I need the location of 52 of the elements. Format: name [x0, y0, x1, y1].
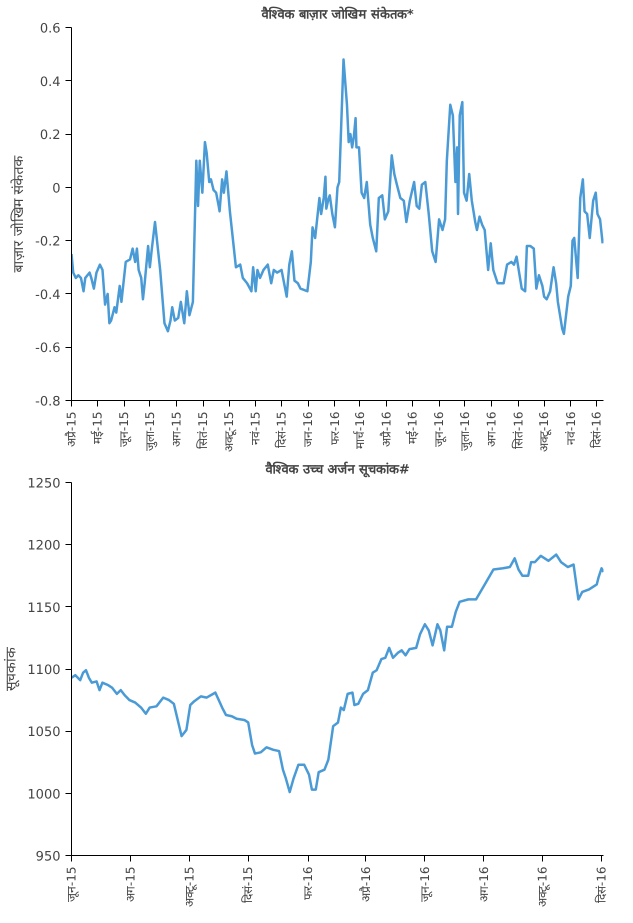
y-axis-title: सूचकांक [3, 647, 20, 691]
y-tick-label: 1000 [27, 787, 61, 802]
x-tick-label: दिसं-15 [241, 866, 256, 904]
x-tick-label: फर-16 [328, 411, 342, 446]
y-tick-label: -0.2 [35, 234, 61, 250]
x-tick-label: अग-16 [484, 411, 499, 448]
x-tick-label: दिसं-16 [590, 411, 604, 448]
chart-title: वैश्विक उच्च अर्जन सूचकांक# [264, 462, 410, 478]
x-tick-label: फर-16 [301, 866, 316, 900]
y-tick-label: 0 [52, 181, 61, 196]
x-tick-label: सितं-15 [196, 411, 210, 450]
x-tick-label: जून-15 [64, 866, 80, 902]
x-tick-label: अक्टू-16 [536, 866, 551, 908]
x-tick-label: जून-15 [117, 411, 132, 448]
x-tick-label: मई-15 [90, 411, 104, 444]
y-tick-label: 1250 [27, 476, 61, 492]
x-tick-label: नवं-15 [248, 411, 263, 446]
line-series [72, 58, 604, 336]
x-tick-label: जुला-16 [458, 411, 473, 452]
x-tick-label: मार्च-16 [352, 411, 367, 450]
x-tick-label: अप्रै-16 [358, 866, 373, 902]
x-tick-label: अप्रै-16 [380, 411, 394, 448]
x-tick-label: जुला-15 [142, 411, 158, 452]
y-tick-label: 1100 [27, 663, 61, 678]
x-tick-label: अक्टू-15 [182, 866, 198, 908]
y-axis-title: बाज़ार जोखिम संकेतक [10, 156, 28, 272]
x-tick-label: नवं-16 [564, 411, 578, 446]
x-tick-label: मई-16 [405, 411, 420, 444]
x-tick-label: जन-16 [301, 411, 316, 448]
x-tick-label: सितं-16 [511, 411, 526, 450]
x-tick-label: दिसं-16 [594, 866, 609, 904]
x-tick-label: अग-15 [123, 866, 138, 902]
chart-title: वैश्विक बाज़ार जोखिम संकेतक* [260, 6, 414, 22]
y-tick-label: -0.8 [35, 394, 61, 410]
x-tick-label: अप्रै-15 [64, 411, 78, 448]
y-tick-label: 950 [36, 850, 61, 864]
y-tick-label: -0.4 [35, 288, 61, 303]
x-tick-label: जून-16 [432, 411, 448, 448]
x-tick-label: अग-16 [476, 866, 491, 902]
y-tick-label: 0.4 [40, 74, 61, 90]
x-tick-label: जून-16 [418, 866, 433, 902]
y-tick-label: 0.2 [40, 128, 61, 144]
y-tick-label: 1050 [27, 725, 61, 740]
x-tick-label: अग-15 [170, 411, 184, 448]
x-tick-label: अक्टू-15 [222, 411, 238, 452]
y-tick-label: 1150 [27, 600, 61, 616]
x-tick-label: अक्टू-16 [537, 411, 552, 452]
x-tick-label: दिसं-15 [274, 411, 289, 448]
y-tick-label: 1200 [27, 538, 61, 554]
y-tick-label: -0.6 [35, 341, 61, 356]
y-tick-label: 0.6 [40, 22, 61, 36]
line-series [72, 553, 604, 794]
